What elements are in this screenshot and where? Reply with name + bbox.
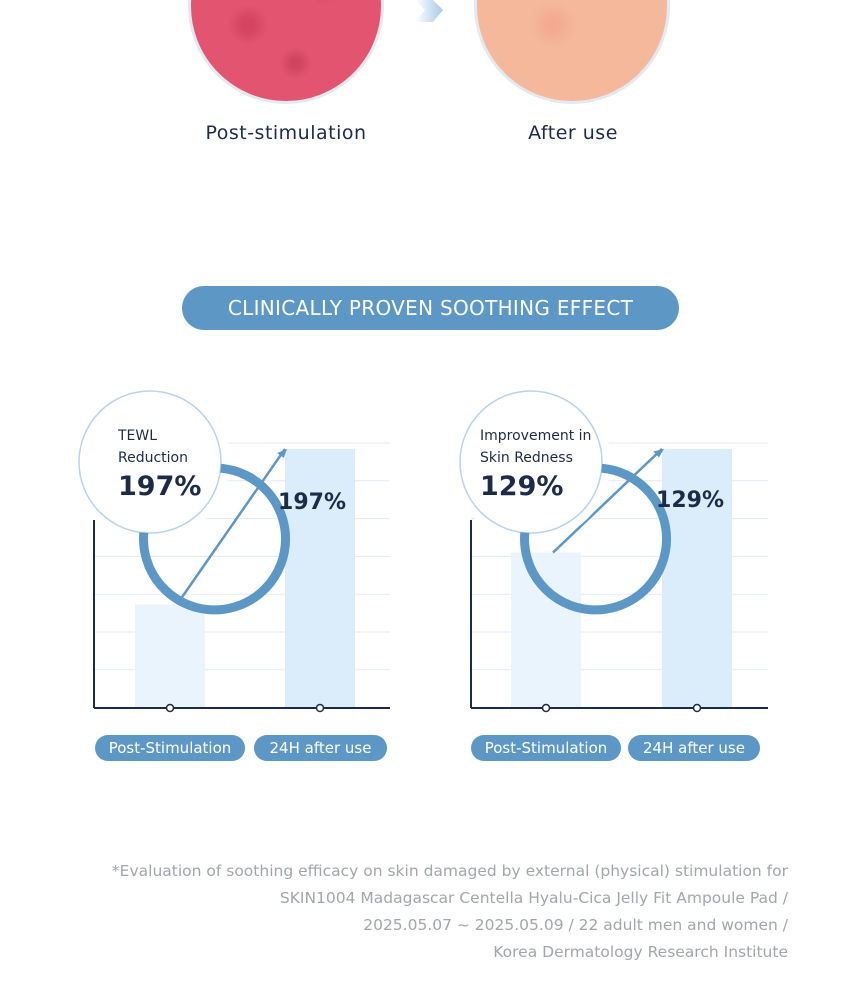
footnote: *Evaluation of soothing efficacy on skin…	[28, 858, 788, 966]
chart-1-ring-text: TEWL Reduction 197%	[118, 425, 201, 502]
chart-2-ring-arc	[520, 463, 672, 615]
chart-2-bar-value-label: 129%	[656, 488, 724, 513]
chart-2-trend-arrowhead	[653, 448, 664, 458]
chart-2-ring-label-line-2: Skin Redness	[480, 450, 573, 466]
chart-2-bar-1	[511, 552, 581, 708]
after-photo-label: After use	[528, 122, 618, 144]
chart-1-bar-1	[135, 604, 205, 708]
chart-2-x-label-2: 24H after use	[628, 735, 760, 761]
chart-2-ring-thin	[459, 390, 603, 534]
chart-1-x-label-1: Post-Stimulation	[95, 735, 245, 761]
chart-1-ring-thin	[78, 390, 222, 534]
chart-1-x-label-2: 24H after use	[254, 735, 387, 761]
chart-1-ring-value: 197%	[118, 471, 202, 502]
chart-2-trend-line	[552, 448, 663, 554]
chart-2-x-label-1: Post-Stimulation	[471, 735, 621, 761]
chart-1-trend-arrowhead	[277, 448, 287, 458]
footnote-line-3: 2025.05.07 ~ 2025.05.09 / 22 adult men a…	[363, 916, 788, 934]
chart-1-ring-background	[70, 382, 230, 542]
chart-1-bar-2	[285, 448, 355, 708]
chart-1-ring-label-line-1: TEWL	[118, 428, 158, 444]
section-title: CLINICALLY PROVEN SOOTHING EFFECT	[182, 286, 679, 330]
footnote-line-4: Korea Dermatology Research Institute	[493, 943, 788, 961]
chart-1-trend-line	[175, 448, 287, 606]
chart-2-ring-text: Improvement in Skin Redness 129%	[480, 425, 591, 502]
chart-2-tick-2	[692, 703, 702, 713]
chart-2-ring-value: 129%	[480, 471, 564, 502]
chart-2-ring-background	[451, 382, 611, 542]
chart-1-ring-label-line-2: Reduction	[118, 450, 188, 466]
chart-1-tick-2	[315, 703, 325, 713]
arrow-right-icon	[415, 0, 445, 24]
chart-2-ring-label-line-1: Improvement in	[480, 428, 592, 444]
chart-2-tick-1	[541, 703, 551, 713]
footnote-line-1: *Evaluation of soothing efficacy on skin…	[111, 862, 788, 880]
footnote-line-2: SKIN1004 Madagascar Centella Hyalu-Cica …	[279, 889, 788, 907]
chart-2-bar-2	[662, 448, 732, 708]
before-photo-label: Post-stimulation	[205, 122, 367, 144]
chart-1-ring-arc	[139, 463, 291, 615]
chart-1-tick-1	[165, 703, 175, 713]
chart-1-bar-value-label: 197%	[278, 490, 346, 515]
